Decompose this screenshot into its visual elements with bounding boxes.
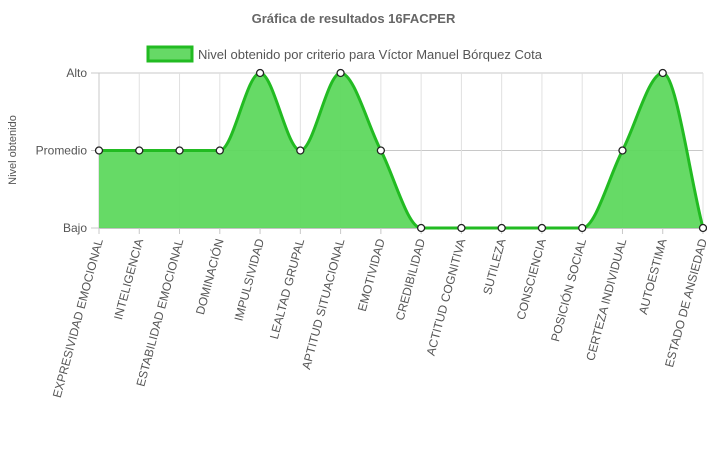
x-tick-label: ESTABILIDAD EMOCIONAL [133, 237, 186, 388]
data-point [215, 146, 224, 155]
chart-title: Gráfica de resultados 16FACPER [252, 11, 456, 26]
x-tick-labels: EXPRESIVIDAD EMOCIONAL INTELIGENCIAESTABI… [50, 237, 707, 400]
y-tick-label: Promedio [36, 144, 88, 158]
data-point [94, 146, 104, 155]
data-point [457, 223, 466, 233]
data-point [255, 68, 265, 78]
y-tick-label: Bajo [63, 221, 87, 235]
x-tick-label: AUTOESTIMA [636, 237, 670, 316]
x-tick-label: EMOTIVIDAD [355, 237, 388, 313]
data-point [618, 146, 627, 155]
data-point [658, 68, 667, 78]
x-tick-label: SUTILEZA [480, 237, 508, 296]
data-point [135, 146, 144, 155]
data-points [94, 68, 707, 233]
x-tick-label: INTELIGENCIA [111, 237, 146, 321]
data-point [175, 146, 184, 155]
x-tick-label: EXPRESIVIDAD EMOCIONAL [50, 237, 106, 399]
legend-label: Nivel obtenido por criterio para Víctor … [198, 47, 543, 62]
data-point [296, 146, 305, 155]
x-tick-label: LEALTAD GRUPAL [267, 237, 307, 341]
x-tick-label: CERTEZA INDIVIDUAL [583, 237, 629, 362]
data-point [497, 223, 506, 233]
y-tick-labels: Bajo Promedio Alto [36, 66, 88, 235]
data-point [698, 223, 707, 233]
legend-swatch [146, 45, 194, 63]
data-point [537, 223, 547, 233]
data-point [578, 223, 587, 233]
x-tick-label: ACTITUD COGNITIVA [424, 237, 469, 357]
x-tick-label: POSICIÓN SOCIAL [547, 237, 589, 344]
series-area-fill [99, 73, 703, 228]
x-tick-label: APTITUD SITUACIONAL [299, 237, 347, 371]
x-tick-label: IMPULSIVIDAD [232, 237, 268, 323]
data-point [376, 146, 386, 155]
x-tick-label: CONSCIENCIA [514, 237, 549, 321]
x-tick-label: CREDIBILIDAD [393, 237, 428, 322]
y-tick-label: Alto [66, 66, 87, 80]
data-point [336, 68, 345, 78]
x-tick-label: DOMINACIÓN [192, 237, 227, 316]
y-axis-label: Nivel obtenido [7, 115, 19, 185]
data-point [416, 223, 426, 233]
x-tick-label: ESTADO DE ANSIEDAD [662, 237, 707, 369]
legend[interactable]: Nivel obtenido por criterio para Víctor … [146, 45, 543, 63]
